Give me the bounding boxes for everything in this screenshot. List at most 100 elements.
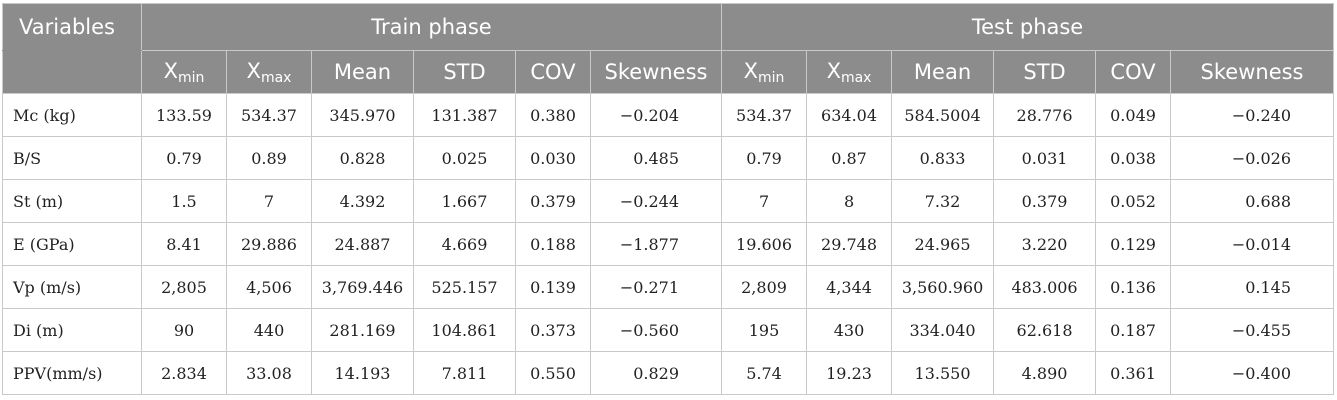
test-phase-header: Test phase (721, 3, 1335, 51)
test-skewness-cell: −0.400 (1170, 351, 1335, 395)
header-row-columns: Xmin Xmax Mean STD COV Skewness Xmin Xma… (2, 50, 1335, 94)
xmax-sub: max (260, 69, 292, 86)
train-cov-cell: 0.030 (515, 136, 591, 180)
xmin-base: X (163, 58, 178, 83)
test-cov-cell: 0.187 (1095, 308, 1172, 352)
test-xmin-cell: 2,809 (721, 265, 808, 309)
train-std-header: STD (413, 50, 516, 94)
header-row-groups: Variables Train phase Test phase (2, 3, 1335, 51)
train-xmax-header: Xmax (226, 50, 312, 94)
xmin-sub: min (177, 69, 205, 86)
train-xmax-cell: 29.886 (226, 222, 312, 266)
test-cov-cell: 0.361 (1095, 351, 1172, 395)
train-skewness-cell: −0.244 (589, 179, 723, 223)
train-mean-cell: 14.193 (311, 351, 414, 395)
train-xmin-cell: 2.834 (141, 351, 227, 395)
xmin-base: X (743, 58, 759, 83)
train-xmax-cell: 0.89 (226, 136, 312, 180)
test-mean-cell: 0.833 (891, 136, 995, 180)
test-mean-cell: 24.965 (891, 222, 995, 266)
train-xmax-cell: 33.08 (226, 351, 312, 395)
test-skewness-cell: −0.014 (1170, 222, 1335, 266)
table-header: Variables Train phase Test phase Xmin Xm… (2, 3, 1335, 94)
test-cov-header: COV (1095, 50, 1172, 94)
test-std-cell: 4.890 (993, 351, 1097, 395)
test-skewness-cell: −0.455 (1170, 308, 1335, 352)
train-skewness-cell: 0.485 (589, 136, 723, 180)
test-xmin-cell: 7 (721, 179, 808, 223)
table-row: PPV(mm/s) 2.834 33.08 14.193 7.811 0.550 0.829… (2, 351, 1335, 395)
train-xmax-cell: 7 (226, 179, 312, 223)
variable-name-cell: St (m) (2, 179, 142, 223)
train-skewness-cell: −0.560 (589, 308, 723, 352)
variables-header: Variables (2, 3, 142, 51)
train-std-cell: 104.861 (413, 308, 516, 352)
train-mean-cell: 3,769.446 (311, 265, 414, 309)
test-std-cell: 3.220 (993, 222, 1097, 266)
train-mean-cell: 24.887 (311, 222, 414, 266)
test-mean-cell: 13.550 (891, 351, 995, 395)
train-cov-cell: 0.550 (515, 351, 591, 395)
test-mean-cell: 334.040 (891, 308, 995, 352)
test-skewness-cell: −0.240 (1170, 93, 1335, 137)
test-xmin-cell: 195 (721, 308, 808, 352)
variable-name-cell: E (GPa) (2, 222, 142, 266)
train-xmax-cell: 534.37 (226, 93, 312, 137)
test-mean-header: Mean (891, 50, 995, 94)
test-skewness-header: Skewness (1170, 50, 1335, 94)
test-skewness-cell: −0.026 (1170, 136, 1335, 180)
variable-name-cell: Vp (m/s) (2, 265, 142, 309)
test-std-cell: 483.006 (993, 265, 1097, 309)
xmax-base: X (246, 58, 261, 83)
train-xmin-header: Xmin (141, 50, 227, 94)
train-xmin-cell: 133.59 (141, 93, 227, 137)
train-skewness-cell: −0.271 (589, 265, 723, 309)
test-cov-cell: 0.129 (1095, 222, 1172, 266)
table-row: E (GPa) 8.41 29.886 24.887 4.669 0.188 −1.877 1… (2, 222, 1335, 266)
test-cov-cell: 0.038 (1095, 136, 1172, 180)
train-mean-cell: 281.169 (311, 308, 414, 352)
train-phase-header: Train phase (140, 3, 723, 51)
test-xmax-cell: 8 (806, 179, 893, 223)
test-std-cell: 0.379 (993, 179, 1097, 223)
test-std-cell: 0.031 (993, 136, 1097, 180)
table-row: Di (m) 90 440 281.169 104.861 0.373 −0.560 195 4… (2, 308, 1335, 352)
train-xmin-cell: 90 (141, 308, 227, 352)
variable-name-cell: PPV(mm/s) (2, 351, 142, 395)
test-xmin-cell: 5.74 (721, 351, 808, 395)
train-cov-cell: 0.373 (515, 308, 591, 352)
train-xmin-cell: 2,805 (141, 265, 227, 309)
train-mean-cell: 345.970 (311, 93, 414, 137)
table-row: Mc (kg) 133.59 534.37 345.970 131.387 0.380 −0… (2, 93, 1335, 137)
train-cov-header: COV (515, 50, 591, 94)
table-row: B/S 0.79 0.89 0.828 0.025 0.030 0.485 0.79 0.87 0… (2, 136, 1335, 180)
train-skewness-cell: −0.204 (589, 93, 723, 137)
test-xmin-cell: 534.37 (721, 93, 808, 137)
test-xmax-cell: 0.87 (806, 136, 893, 180)
train-std-cell: 4.669 (413, 222, 516, 266)
test-xmin-cell: 0.79 (721, 136, 808, 180)
train-std-cell: 1.667 (413, 179, 516, 223)
test-cov-cell: 0.049 (1095, 93, 1172, 137)
train-xmin-cell: 0.79 (141, 136, 227, 180)
variable-name-cell: Di (m) (2, 308, 142, 352)
test-xmax-cell: 634.04 (806, 93, 893, 137)
xmin-sub: min (758, 69, 785, 86)
table-row: Vp (m/s) 2,805 4,506 3,769.446 525.157 0.139−… (2, 265, 1335, 309)
train-cov-cell: 0.139 (515, 265, 591, 309)
test-xmax-header: Xmax (806, 50, 893, 94)
test-std-header: STD (993, 50, 1097, 94)
test-xmin-header: Xmin (721, 50, 808, 94)
train-cov-cell: 0.188 (515, 222, 591, 266)
test-mean-cell: 3,560.960 (891, 265, 995, 309)
test-xmin-cell: 19.606 (721, 222, 808, 266)
train-mean-cell: 0.828 (311, 136, 414, 180)
statistics-table: Variables Train phase Test phase Xmin Xm… (2, 3, 1335, 395)
table-row: St (m) 1.5 7 4.392 1.667 0.379 −0.244 7 8 7.32 0.3… (2, 179, 1335, 223)
test-xmax-cell: 29.748 (806, 222, 893, 266)
test-std-cell: 28.776 (993, 93, 1097, 137)
test-skewness-cell: 0.688 (1170, 179, 1335, 223)
train-mean-cell: 4.392 (311, 179, 414, 223)
train-skewness-cell: −1.877 (589, 222, 723, 266)
train-mean-header: Mean (311, 50, 414, 94)
